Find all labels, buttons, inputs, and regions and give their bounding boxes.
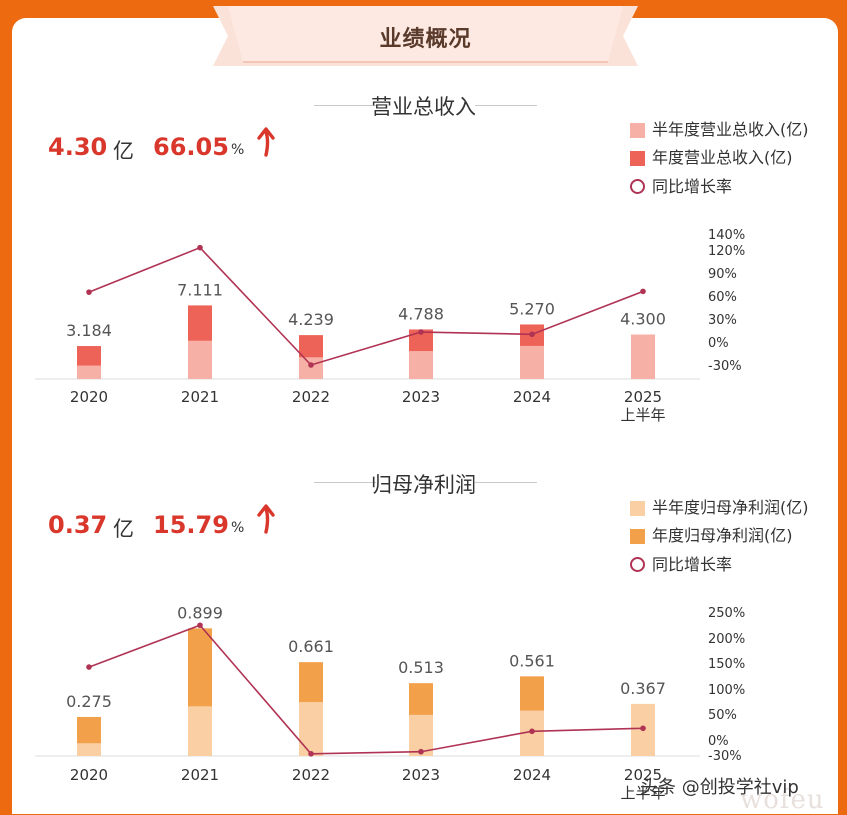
y2-tick-label: 0% — [708, 734, 729, 749]
y2-tick-label: 90% — [708, 267, 737, 282]
x-tick-label: 2023 — [402, 766, 440, 784]
y2-tick-label: -30% — [708, 359, 742, 374]
bar-value-label: 0.661 — [288, 637, 334, 656]
x-tick-label: 2020 — [70, 388, 108, 406]
bar-value-label: 3.184 — [66, 321, 112, 340]
content-card — [12, 18, 838, 814]
x-tick-label: 2023 — [402, 388, 440, 406]
title-divider-left — [314, 105, 376, 106]
arrow-up-icon — [257, 504, 275, 534]
profit-kpi-percent: % — [231, 520, 245, 536]
x-tick-label: 2024 — [513, 766, 551, 784]
growth-rate-point — [529, 331, 535, 338]
legend-circle-icon — [630, 179, 645, 194]
arrow-up-icon — [257, 127, 275, 157]
x-tick-label: 2025 — [624, 766, 662, 784]
growth-rate-point — [640, 288, 646, 295]
x-tick-label: 2024 — [513, 388, 551, 406]
bar-half-year — [631, 334, 655, 379]
x-tick-label: 2020 — [70, 766, 108, 784]
y2-tick-label: 150% — [708, 657, 745, 672]
growth-rate-point — [418, 329, 424, 335]
profit-kpi-unit: 亿 — [113, 517, 134, 541]
x-tick-label: 2025 — [624, 388, 662, 406]
title-divider-right — [475, 105, 537, 106]
x-tick-label: 2022 — [292, 766, 330, 784]
bar-half-year — [77, 743, 101, 756]
y2-tick-label: 0% — [708, 336, 729, 351]
growth-rate-point — [308, 362, 314, 368]
bar-value-label: 4.239 — [288, 310, 334, 329]
x-tick-sublabel: 上半年 — [620, 406, 665, 424]
bar-value-label: 7.111 — [177, 280, 223, 299]
banner-ribbon-shape — [213, 6, 638, 66]
growth-rate-point — [418, 748, 424, 755]
x-tick-label: 2021 — [181, 388, 219, 406]
x-tick-sublabel: 上半年 — [620, 784, 665, 802]
revenue-section-title: 营业总收入 — [371, 95, 476, 119]
profit-section-title: 归母净利润 — [371, 473, 476, 497]
bar-value-label: 5.270 — [509, 299, 555, 318]
watermark-sub: wofeu — [740, 785, 825, 815]
bar-half-year — [188, 340, 212, 379]
y2-tick-label: 50% — [708, 708, 737, 723]
title-divider-left — [314, 482, 376, 483]
bar-half-year — [409, 351, 433, 379]
profit-kpi-growth: 15.79 — [153, 511, 229, 539]
growth-rate-point — [86, 664, 92, 670]
growth-rate-line — [88, 624, 644, 755]
revenue-kpi-growth: 66.05 — [153, 133, 229, 161]
bar-half-year — [299, 702, 323, 756]
legend-swatch-half — [630, 123, 645, 138]
growth-rate-point — [308, 750, 314, 757]
bar-half-year — [520, 345, 544, 379]
bar-value-label: 0.513 — [398, 658, 444, 677]
revenue-kpi-percent: % — [231, 142, 245, 158]
x-tick-label: 2021 — [181, 766, 219, 784]
bar-value-label: 0.561 — [509, 651, 555, 670]
y2-tick-label: 100% — [708, 683, 745, 698]
bar-value-label: 0.275 — [66, 692, 112, 711]
growth-rate-point — [529, 728, 535, 735]
legend-circle-icon — [630, 557, 645, 572]
watermark: 头条 @创投学社vip — [640, 777, 799, 798]
legend-swatch-full — [630, 151, 645, 166]
bar-value-label: 0.899 — [177, 603, 223, 622]
y2-tick-label: 120% — [708, 244, 745, 259]
revenue-kpi-value: 4.30 — [48, 133, 108, 161]
x-tick-label: 2022 — [292, 388, 330, 406]
title-divider-right — [475, 482, 537, 483]
bar-half-year — [77, 365, 101, 379]
growth-rate-point — [197, 622, 203, 629]
revenue-kpi-unit: 亿 — [113, 139, 134, 163]
y2-tick-label: 30% — [708, 313, 737, 328]
growth-rate-point — [640, 725, 646, 732]
profit-kpi-value: 0.37 — [48, 511, 108, 539]
growth-rate-point — [86, 289, 92, 295]
banner: 业绩概况 — [213, 6, 638, 66]
bar-value-label: 4.788 — [398, 304, 444, 323]
bar-half-year — [188, 706, 212, 756]
y2-tick-label: 250% — [708, 606, 745, 621]
banner-title: 业绩概况 — [379, 27, 472, 52]
y2-tick-label: 200% — [708, 632, 745, 647]
y2-tick-label: 140% — [708, 228, 745, 243]
bar-value-label: 4.300 — [620, 309, 666, 328]
legend-swatch-half — [630, 501, 645, 516]
growth-rate-line — [88, 246, 644, 366]
bar-value-label: 0.367 — [620, 679, 666, 698]
y2-tick-label: 60% — [708, 290, 737, 305]
growth-rate-point — [197, 244, 203, 251]
legend-swatch-full — [630, 529, 645, 544]
y2-tick-label: -30% — [708, 749, 742, 764]
